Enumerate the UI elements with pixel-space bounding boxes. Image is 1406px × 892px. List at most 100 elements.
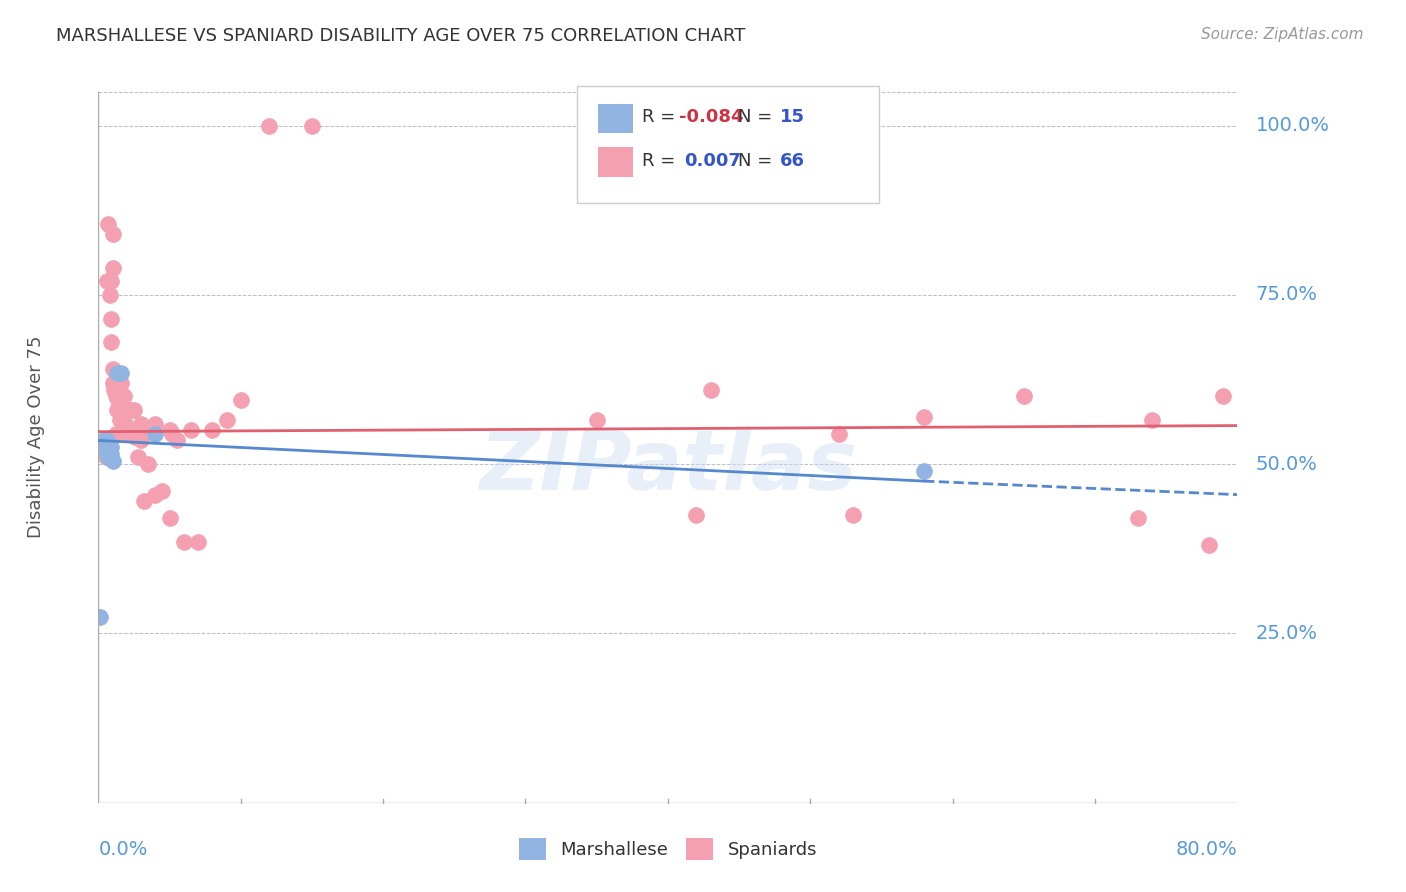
Point [127,450,149,465]
Text: ZIPatlas: ZIPatlas [479,425,856,507]
FancyBboxPatch shape [599,103,633,133]
Point [103,383,125,397]
Text: 0.007: 0.007 [683,153,741,170]
Point [114,417,136,431]
Text: 80.0%: 80.0% [1175,840,1237,859]
Point [585,413,607,427]
Text: MARSHALLESE VS SPANIARD DISABILITY AGE OVER 75 CORRELATION CHART: MARSHALLESE VS SPANIARD DISABILITY AGE O… [56,27,745,45]
Point [129,417,152,431]
Point [685,508,707,522]
Text: -0.084: -0.084 [679,109,744,127]
Point [1212,389,1234,403]
Point [97,217,120,231]
Point [112,389,135,403]
Point [100,440,122,454]
Point [101,227,124,241]
Text: 25.0%: 25.0% [1256,624,1317,643]
Text: Source: ZipAtlas.com: Source: ZipAtlas.com [1201,27,1364,42]
Text: N =: N = [738,153,779,170]
Text: 0.0%: 0.0% [98,840,148,859]
Point [100,447,122,461]
Point [96,443,118,458]
Point [180,423,202,437]
Point [115,423,138,437]
Point [134,423,156,437]
Point [1126,511,1149,525]
Point [98,450,121,465]
FancyBboxPatch shape [576,86,879,203]
Point [96,434,118,448]
Point [132,494,155,508]
Point [108,413,131,427]
Text: 15: 15 [779,109,804,127]
Point [111,426,134,441]
Point [104,426,127,441]
Point [215,413,238,427]
Point [93,440,115,454]
Point [124,430,146,444]
Point [201,423,224,437]
Point [105,366,128,380]
Point [159,511,181,525]
Point [912,409,935,424]
Point [104,389,127,403]
Point [1012,389,1035,403]
Point [120,423,142,437]
FancyBboxPatch shape [599,147,633,177]
Point [93,434,115,448]
Text: Disability Age Over 75: Disability Age Over 75 [27,335,45,539]
Point [118,403,141,417]
Text: 100.0%: 100.0% [1256,116,1330,135]
Point [122,403,145,417]
Point [112,423,135,437]
Point [842,508,865,522]
Point [1140,413,1163,427]
Point [187,535,209,549]
Text: R =: R = [641,109,681,127]
Point [101,260,124,275]
Point [136,457,159,471]
Point [110,366,132,380]
Point [110,376,132,390]
Point [912,464,935,478]
Point [101,376,124,390]
Point [1198,538,1220,552]
Point [100,335,122,350]
Point [129,434,152,448]
Point [96,274,118,288]
Point [107,392,129,407]
Point [97,440,120,454]
Point [145,417,167,431]
Point [89,609,111,624]
Point [152,484,174,499]
Point [108,389,131,403]
Point [301,119,323,133]
Text: 50.0%: 50.0% [1256,455,1317,474]
Point [101,454,124,468]
Text: 75.0%: 75.0% [1256,285,1317,304]
Point [229,392,252,407]
Point [98,288,121,302]
Point [103,379,125,393]
Point [97,450,120,465]
Point [129,426,152,441]
Point [828,426,851,441]
Point [699,383,721,397]
Point [145,426,167,441]
Point [100,311,122,326]
Point [101,362,124,376]
Point [159,423,181,437]
Point [166,434,188,448]
Point [111,400,134,414]
Point [115,420,138,434]
Text: 66: 66 [779,153,804,170]
Point [173,535,195,549]
Legend: Marshallese, Spaniards: Marshallese, Spaniards [512,830,824,867]
Point [162,426,184,441]
Point [105,403,128,417]
Point [100,274,122,288]
Text: R =: R = [641,153,686,170]
Text: N =: N = [738,109,779,127]
Point [122,423,145,437]
Point [94,450,117,465]
